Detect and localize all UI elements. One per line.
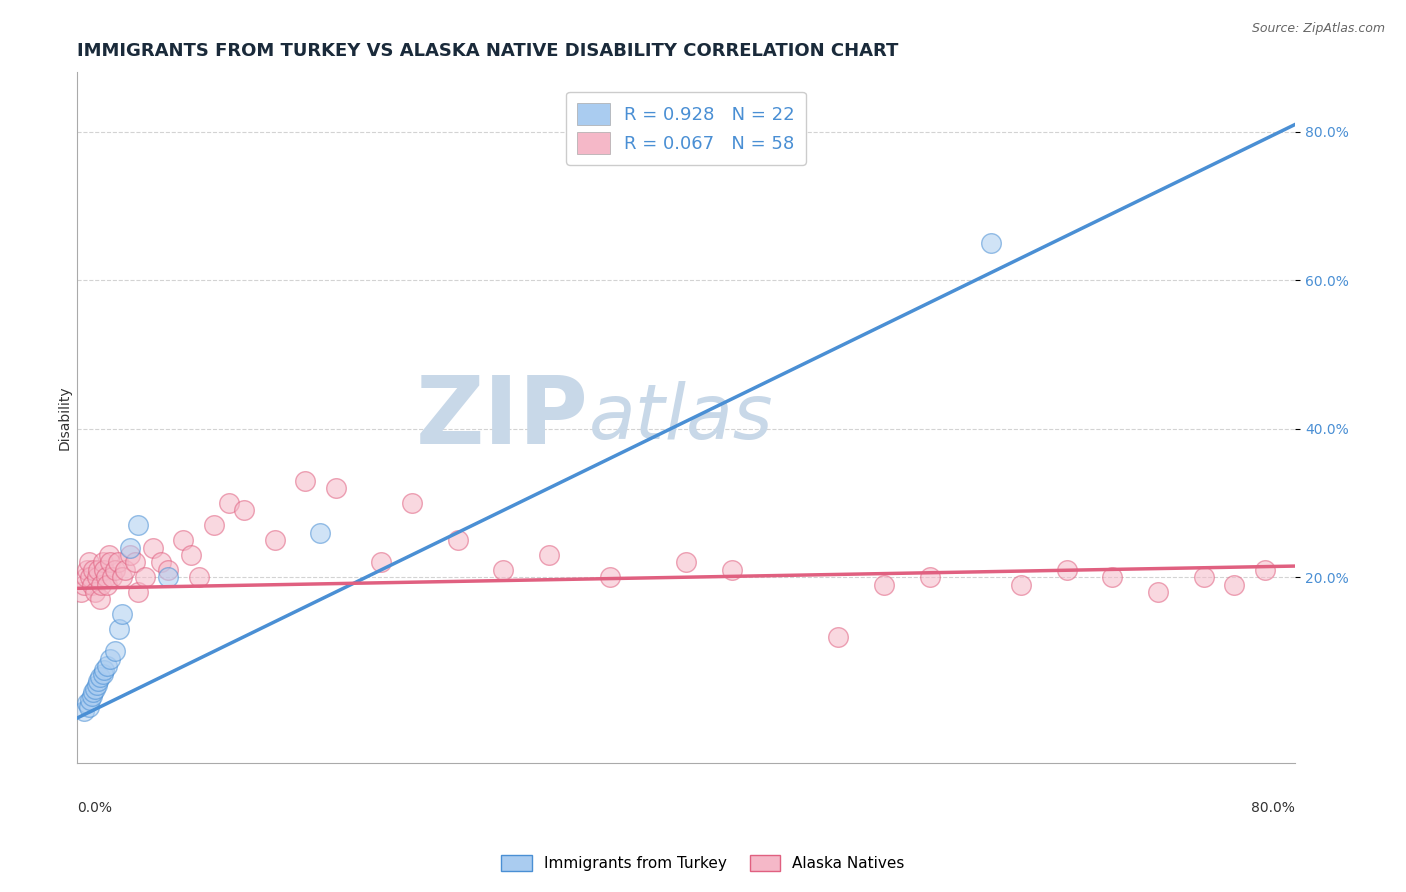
Point [108,622,131,636]
Point [80,577,103,591]
Point [104,644,127,658]
Point [86,678,108,692]
Point [202,518,225,533]
Point [873,577,896,591]
Point [77,555,100,569]
Text: Source: ZipAtlas.com: Source: ZipAtlas.com [1251,22,1385,36]
Point [84,681,107,696]
Point [142,541,165,555]
Text: 0.0%: 0.0% [77,801,111,814]
Point [172,533,194,547]
Point [90,577,112,591]
Point [98,652,121,666]
Point [91,555,114,569]
Legend: Immigrants from Turkey, Alaska Natives: Immigrants from Turkey, Alaska Natives [495,849,911,877]
Point [1010,577,1032,591]
Point [370,555,392,569]
Point [76,697,98,711]
Point [1192,570,1215,584]
Point [980,236,1002,251]
Point [100,570,122,584]
Point [84,585,107,599]
Point [82,563,104,577]
Point [218,496,240,510]
Point [134,570,156,584]
Point [87,674,110,689]
Point [107,555,129,569]
Point [187,570,209,584]
Text: ZIP: ZIP [416,372,589,464]
Point [75,570,97,584]
Point [1223,577,1246,591]
Point [537,548,560,562]
Point [918,570,941,584]
Point [93,663,115,677]
Text: 80.0%: 80.0% [1251,801,1295,814]
Point [111,570,134,584]
Point [76,563,98,577]
Point [1056,563,1078,577]
Point [80,689,103,703]
Point [73,577,96,591]
Point [89,592,111,607]
Point [124,555,146,569]
Point [104,563,127,577]
Point [93,563,115,577]
Point [82,685,104,699]
Point [111,607,134,622]
Point [157,570,180,584]
Point [675,555,697,569]
Point [79,692,101,706]
Point [77,700,100,714]
Point [325,481,347,495]
Text: atlas: atlas [589,381,773,455]
Point [118,548,141,562]
Point [720,563,742,577]
Point [73,704,96,718]
Point [149,555,172,569]
Point [309,525,332,540]
Point [127,518,149,533]
Point [599,570,621,584]
Point [98,555,121,569]
Point [492,563,515,577]
Legend: R = 0.928   N = 22, R = 0.067   N = 58: R = 0.928 N = 22, R = 0.067 N = 58 [567,92,806,165]
Point [91,666,114,681]
Point [294,474,316,488]
Point [446,533,468,547]
Point [94,570,117,584]
Point [263,533,285,547]
Point [96,577,118,591]
Point [86,570,108,584]
Point [401,496,423,510]
Point [118,541,141,555]
Y-axis label: Disability: Disability [58,385,72,450]
Point [89,670,111,684]
Point [1101,570,1123,584]
Text: IMMIGRANTS FROM TURKEY VS ALASKA NATIVE DISABILITY CORRELATION CHART: IMMIGRANTS FROM TURKEY VS ALASKA NATIVE … [77,42,898,60]
Point [157,563,180,577]
Point [1254,563,1277,577]
Point [97,548,120,562]
Point [70,585,93,599]
Point [1147,585,1170,599]
Point [114,563,136,577]
Point [87,563,110,577]
Point [127,585,149,599]
Point [79,570,101,584]
Point [96,659,118,673]
Point [233,503,256,517]
Point [827,630,849,644]
Point [180,548,202,562]
